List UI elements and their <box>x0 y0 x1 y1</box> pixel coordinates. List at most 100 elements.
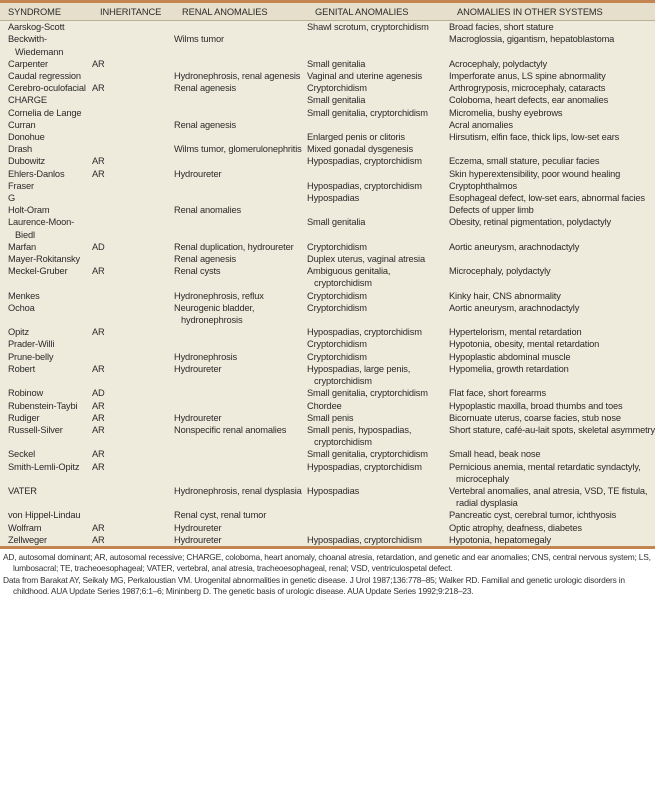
cell-other: Flat face, short forearms <box>449 387 655 399</box>
table-row: CHARGE Small genitalia Coloboma, heart def… <box>0 94 655 106</box>
cell-other: Hypoplastic maxilla, broad thumbs and to… <box>449 400 655 412</box>
renal-text: Renal anomalies <box>174 205 242 216</box>
cell-genital: Cryptorchidism <box>307 290 449 302</box>
other-text: Esophageal defect, low-set ears, abnorma… <box>449 193 645 204</box>
syndrome-text: G <box>8 193 16 204</box>
header-inheritance: INHERITANCE <box>92 3 174 22</box>
cell-inheritance: AR <box>92 155 174 167</box>
syndrome-text: Fraser <box>8 180 34 191</box>
cell-other: Small head, beak nose <box>449 448 655 460</box>
cell-syndrome: Meckel-Gruber <box>0 265 92 289</box>
cell-syndrome: G <box>0 192 92 204</box>
genital-text: Cryptorchidism <box>307 290 367 301</box>
cell-other: Hirsutism, elfin face, thick lips, low-s… <box>449 131 655 143</box>
cell-other: Short stature, café-au-lait spots, skele… <box>449 424 655 448</box>
cell-inheritance <box>92 107 174 119</box>
other-text: Bicornuate uterus, coarse facies, stub n… <box>449 412 621 423</box>
cell-syndrome: CHARGE <box>0 94 92 106</box>
cell-genital: Chordee <box>307 400 449 412</box>
cell-other <box>449 143 655 155</box>
cell-syndrome: Aarskog-Scott <box>0 21 92 34</box>
other-text: Flat face, short forearms <box>449 388 546 399</box>
cell-renal <box>174 107 307 119</box>
inheritance-text: AR <box>92 58 105 69</box>
table-row: Seckel AR Small genitalia, cryptorchidism S… <box>0 448 655 460</box>
syndrome-text: Carpenter <box>8 58 48 69</box>
table-row: Zellweger AR Hydroureter Hypospadias, crypt… <box>0 534 655 546</box>
other-text: Short stature, café-au-lait spots, skele… <box>449 424 655 435</box>
cell-syndrome: Rubenstein-Taybi <box>0 400 92 412</box>
inheritance-text: AR <box>92 327 105 338</box>
footnotes: AD, autosomal dominant; AR, autosomal re… <box>0 549 655 597</box>
cell-genital: Enlarged penis or clitoris <box>307 131 449 143</box>
syndrome-text: Aarskog-Scott <box>8 22 65 33</box>
table-row: Carpenter AR Small genitalia Acrocephaly, p… <box>0 58 655 70</box>
cell-genital: Hypospadias, cryptorchidism <box>307 534 449 546</box>
cell-genital: Cryptorchidism <box>307 302 449 326</box>
syndrome-text: Meckel-Gruber <box>8 266 68 277</box>
inheritance-text: AR <box>92 522 105 533</box>
genital-text: Hypospadias, large penis, cryptorchidism <box>307 363 411 387</box>
cell-other: Hypomelia, growth retardation <box>449 363 655 387</box>
genital-text: Hypospadias, cryptorchidism <box>307 180 422 191</box>
syndrome-text: Mayer-Rokitansky <box>8 254 80 265</box>
syndrome-table-container: SYNDROME INHERITANCE RENAL ANOMALIES GEN… <box>0 0 655 549</box>
inheritance-text: AR <box>92 363 105 374</box>
table-row: Drash Wilms tumor, glomerulonephritis Mixe… <box>0 143 655 155</box>
syndrome-text: Beckwith-Wiedemann <box>8 34 64 57</box>
other-text: Microcephaly, polydactyly <box>449 266 551 277</box>
abbreviations-note: AD, autosomal dominant; AR, autosomal re… <box>3 551 651 573</box>
syndrome-text: Robinow <box>8 388 44 399</box>
cell-inheritance: AR <box>92 412 174 424</box>
cell-renal <box>174 155 307 167</box>
cell-inheritance: AR <box>92 534 174 546</box>
inheritance-text: AR <box>92 449 105 460</box>
cell-syndrome: Marfan <box>0 241 92 253</box>
cell-genital: Small penis <box>307 412 449 424</box>
genital-text: Chordee <box>307 400 342 411</box>
cell-genital <box>307 204 449 216</box>
table-row: Meckel-Gruber AR Renal cysts Ambiguous geni… <box>0 265 655 289</box>
other-text: Hypotonia, hepatomegaly <box>449 534 551 545</box>
cell-other: Obesity, retinal pigmentation, polydacty… <box>449 216 655 240</box>
cell-inheritance <box>92 485 174 509</box>
genital-text: Small penis <box>307 412 354 423</box>
table-row: G Hypospadias Esophageal defect, low-set e… <box>0 192 655 204</box>
cell-genital: Small genitalia <box>307 58 449 70</box>
cell-renal <box>174 326 307 338</box>
cell-renal: Nonspecific renal anomalies <box>174 424 307 448</box>
cell-genital: Cryptorchidism <box>307 82 449 94</box>
syndrome-text: Wolfram <box>8 522 42 533</box>
table-header-row: SYNDROME INHERITANCE RENAL ANOMALIES GEN… <box>0 3 655 22</box>
cell-inheritance <box>92 351 174 363</box>
cell-syndrome: Drash <box>0 143 92 155</box>
renal-text: Wilms tumor <box>174 34 224 45</box>
cell-syndrome: Mayer-Rokitansky <box>0 253 92 265</box>
cell-genital: Hypospadias <box>307 485 449 509</box>
genital-text: Hypospadias, cryptorchidism <box>307 461 422 472</box>
inheritance-text: AR <box>92 156 105 167</box>
cell-inheritance: AR <box>92 424 174 448</box>
cell-other: Macroglossia, gigantism, hepatoblastoma <box>449 33 655 57</box>
other-text: Micromelia, bushy eyebrows <box>449 107 563 118</box>
cell-inheritance: AD <box>92 241 174 253</box>
cell-syndrome: Rudiger <box>0 412 92 424</box>
other-text: Skin hyperextensibility, poor wound heal… <box>449 168 621 179</box>
cell-genital: Small penis, hypospadias, cryptorchidism <box>307 424 449 448</box>
table-row: Holt-Oram Renal anomalies Defects of upper… <box>0 204 655 216</box>
genital-text: Mixed gonadal dysgenesis <box>307 144 413 155</box>
cell-genital: Small genitalia, cryptorchidism <box>307 448 449 460</box>
cell-inheritance <box>92 204 174 216</box>
cell-genital <box>307 119 449 131</box>
header-other: ANOMALIES IN OTHER SYSTEMS <box>449 3 655 22</box>
cell-renal: Renal anomalies <box>174 204 307 216</box>
cell-genital: Hypospadias, cryptorchidism <box>307 461 449 485</box>
table-row: Ehlers-Danlos AR Hydroureter Skin hyperexte… <box>0 168 655 180</box>
cell-syndrome: Laurence-Moon-Biedl <box>0 216 92 240</box>
cell-renal <box>174 338 307 350</box>
renal-text: Hydronephrosis, reflux <box>174 290 264 301</box>
cell-renal: Renal agenesis <box>174 82 307 94</box>
inheritance-text: AR <box>92 461 105 472</box>
inheritance-text: AR <box>92 168 105 179</box>
other-text: Acral anomalies <box>449 119 513 130</box>
